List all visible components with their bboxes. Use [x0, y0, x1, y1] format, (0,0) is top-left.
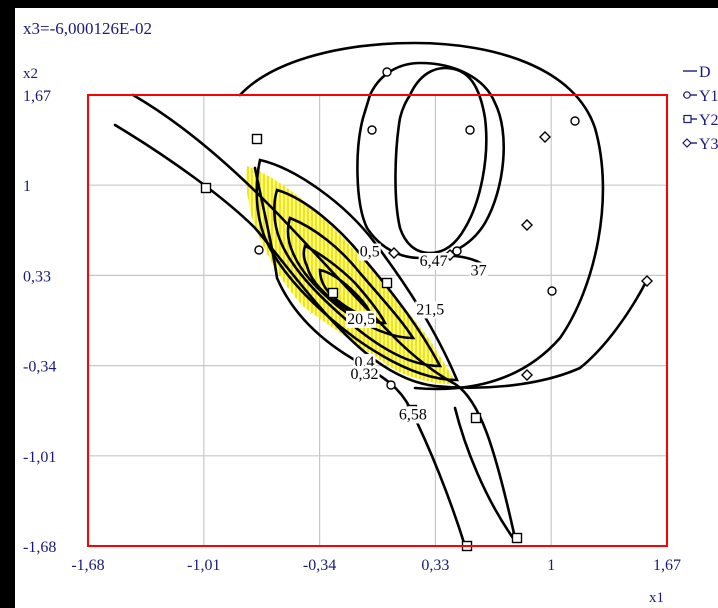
- marker-y2-1: [200, 182, 212, 194]
- x-tick-label-0: -1,68: [71, 557, 104, 574]
- curve-d-ring-3: [286, 216, 416, 340]
- curve-d-ring-1: [255, 158, 459, 382]
- marker-y2-5: [470, 412, 482, 424]
- marker-y1-5: [570, 116, 580, 126]
- legend: D Y1 Y2 Y3: [682, 64, 718, 153]
- chart-frame: x3=-6,000126E-02 x2 x1 0,5 6,47 37 21,5 20,5…: [15, 8, 718, 608]
- legend-label-2: Y2: [699, 112, 718, 129]
- contour-label-bg-2: [469, 262, 488, 280]
- contour-label-7: 6,58: [399, 406, 427, 423]
- y-tick-label-5: 1,67: [23, 88, 51, 105]
- contour-label-bg-0: [358, 243, 381, 261]
- contour-label-bg-1: [418, 252, 449, 270]
- marker-y1-7: [254, 245, 264, 255]
- contour-chart: x3=-6,000126E-02 x2 x1 0,5 6,47 37 21,5 20,5…: [23, 19, 718, 606]
- y-tick-label-1: -1,01: [23, 449, 56, 466]
- y-tick-label-0: -1,68: [23, 539, 56, 556]
- marker-y3-6: [641, 275, 653, 287]
- marker-y1-4: [465, 125, 475, 135]
- marker-y1-2: [367, 125, 377, 135]
- contour-label-bg-6: [349, 366, 380, 384]
- y-tick-label-4: 1: [23, 178, 31, 195]
- curve-y1-big: [238, 41, 605, 391]
- marker-y2-2: [251, 133, 263, 145]
- contour-label-bg-4: [346, 310, 377, 328]
- legend-label-0: D: [699, 64, 711, 81]
- curve-d-outer-2: [113, 123, 649, 389]
- legend-marker-2: [683, 114, 692, 124]
- y-tick-labels: -1,68 -1,01 -0,34 0,33 1 1,67: [23, 88, 56, 556]
- marker-y3-3: [388, 247, 400, 259]
- marker-y1-8: [386, 380, 396, 390]
- contour-label-4: 20,5: [347, 311, 375, 328]
- series-markers: [200, 67, 653, 552]
- curve-y1-ring-2: [394, 66, 488, 255]
- contour-label-bg-7: [397, 406, 428, 424]
- contour-label-0: 0,5: [360, 244, 380, 261]
- x-tick-label-1: -1,01: [187, 557, 220, 574]
- curve-y1-ring-1: [356, 61, 505, 260]
- x-tick-labels: -1,68 -1,01 -0,34 0,33 1 1,67: [71, 557, 681, 574]
- marker-y1-6: [547, 286, 557, 296]
- legend-marker-1: [683, 91, 691, 99]
- y-tick-label-3: 0,33: [23, 268, 51, 285]
- curve-d-ring-2: [273, 188, 443, 368]
- marker-y1-3: [452, 246, 462, 256]
- y-axis-label: x2: [23, 66, 38, 82]
- contour-label-3: 21,5: [416, 301, 444, 318]
- marker-y2-3: [327, 287, 339, 299]
- x-axis-label: x1: [649, 590, 664, 606]
- x-tick-label-2: -0,34: [303, 557, 336, 574]
- marker-y1-1: [382, 67, 392, 77]
- marker-d-1: [381, 277, 393, 289]
- curve-y3-drop: [453, 406, 515, 540]
- marker-y3-1: [539, 131, 551, 143]
- contour-label-2: 37: [471, 262, 487, 279]
- contour-label-bg-3: [415, 301, 446, 319]
- x-tick-label-5: 1,67: [653, 557, 681, 574]
- marker-y3-2: [521, 219, 533, 231]
- y-tick-label-2: -0,34: [23, 359, 56, 376]
- x-tick-label-4: 1: [547, 557, 555, 574]
- plot-border: [87, 94, 668, 547]
- contour-label-1: 6,47: [420, 253, 448, 270]
- legend-label-1: Y1: [699, 88, 718, 105]
- x-tick-label-3: 0,33: [421, 557, 449, 574]
- legend-marker-3: [682, 138, 692, 148]
- contour-label-6: 0,32: [351, 366, 379, 383]
- marker-y3-5: [521, 369, 533, 381]
- chart-title: x3=-6,000126E-02: [23, 19, 152, 38]
- marker-y2-6: [511, 532, 523, 544]
- legend-label-3: Y3: [699, 136, 718, 153]
